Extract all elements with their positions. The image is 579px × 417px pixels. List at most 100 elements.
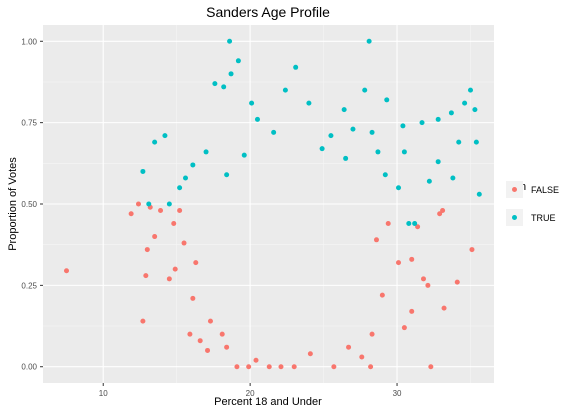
legend-key-false bbox=[512, 187, 517, 192]
point-true bbox=[472, 107, 478, 113]
point-false bbox=[379, 292, 385, 298]
point-true bbox=[400, 123, 406, 129]
point-true bbox=[182, 175, 188, 181]
point-false bbox=[331, 364, 337, 370]
point-true bbox=[190, 162, 196, 168]
point-false bbox=[193, 260, 199, 266]
point-true bbox=[166, 201, 172, 207]
legend-label-true: TRUE bbox=[531, 213, 556, 223]
point-false bbox=[219, 331, 225, 337]
chart-title: Sanders Age Profile bbox=[206, 4, 330, 20]
point-true bbox=[382, 172, 388, 178]
point-true bbox=[350, 126, 356, 132]
point-true bbox=[254, 116, 260, 122]
point-true bbox=[412, 221, 418, 227]
data-points bbox=[64, 38, 482, 370]
point-false bbox=[171, 221, 177, 227]
point-false bbox=[415, 224, 421, 230]
point-true bbox=[406, 221, 412, 227]
point-false bbox=[205, 347, 211, 353]
x-tick-label: 30 bbox=[393, 389, 402, 398]
point-true bbox=[419, 120, 425, 126]
point-true bbox=[235, 58, 241, 64]
point-true bbox=[146, 201, 152, 207]
point-false bbox=[373, 237, 379, 243]
point-true bbox=[249, 100, 255, 106]
point-true bbox=[162, 133, 168, 139]
point-true bbox=[306, 100, 312, 106]
point-true bbox=[241, 152, 247, 158]
point-true bbox=[224, 172, 230, 178]
point-false bbox=[128, 211, 134, 217]
point-true bbox=[450, 175, 456, 181]
y-tick-label: 1.00 bbox=[21, 37, 37, 46]
point-true bbox=[271, 129, 277, 135]
point-false bbox=[135, 201, 141, 207]
y-tick-label: 0.00 bbox=[21, 363, 37, 372]
point-false bbox=[368, 364, 374, 370]
point-false bbox=[409, 308, 415, 314]
point-false bbox=[224, 344, 230, 350]
point-false bbox=[234, 364, 240, 370]
point-false bbox=[140, 318, 146, 324]
point-false bbox=[266, 364, 272, 370]
point-false bbox=[172, 266, 178, 272]
point-true bbox=[401, 149, 407, 155]
point-false bbox=[469, 247, 475, 253]
point-true bbox=[362, 87, 368, 93]
point-false bbox=[440, 208, 446, 214]
point-true bbox=[293, 64, 299, 70]
point-false bbox=[346, 344, 352, 350]
legend: won FALSE TRUE bbox=[505, 181, 559, 226]
point-false bbox=[425, 282, 431, 288]
y-axis: 0.00 0.25 0.50 0.75 1.00 bbox=[21, 37, 43, 372]
plot-panel bbox=[43, 25, 494, 383]
point-false bbox=[190, 295, 196, 301]
point-true bbox=[227, 38, 233, 44]
y-axis-label: Proportion of Votes bbox=[7, 157, 19, 251]
point-true bbox=[476, 191, 482, 197]
y-tick-label: 0.50 bbox=[21, 200, 37, 209]
point-true bbox=[473, 139, 479, 145]
point-false bbox=[181, 240, 187, 246]
legend-label-false: FALSE bbox=[531, 185, 559, 195]
point-false bbox=[401, 325, 407, 331]
point-false bbox=[177, 208, 183, 214]
point-false bbox=[454, 279, 460, 285]
x-axis: 10 20 30 bbox=[99, 383, 402, 398]
point-true bbox=[221, 84, 227, 90]
point-true bbox=[426, 178, 432, 184]
point-false bbox=[246, 364, 252, 370]
point-false bbox=[143, 273, 149, 279]
point-true bbox=[435, 159, 441, 165]
point-true bbox=[369, 129, 375, 135]
point-false bbox=[441, 305, 447, 311]
point-false bbox=[253, 357, 259, 363]
point-false bbox=[144, 247, 150, 253]
x-tick-label: 20 bbox=[246, 389, 255, 398]
x-tick-label: 10 bbox=[99, 389, 108, 398]
point-true bbox=[448, 110, 454, 116]
point-false bbox=[187, 331, 193, 337]
point-true bbox=[328, 133, 334, 139]
point-true bbox=[456, 139, 462, 145]
point-false bbox=[385, 221, 391, 227]
point-false bbox=[428, 364, 434, 370]
point-false bbox=[278, 364, 284, 370]
point-false bbox=[291, 364, 297, 370]
point-false bbox=[64, 268, 70, 274]
point-true bbox=[462, 100, 468, 106]
point-true bbox=[467, 87, 473, 93]
point-false bbox=[437, 211, 443, 217]
point-true bbox=[384, 97, 390, 103]
point-false bbox=[359, 354, 365, 360]
point-true bbox=[375, 149, 381, 155]
point-true bbox=[341, 107, 347, 113]
point-true bbox=[140, 168, 146, 174]
point-true bbox=[212, 81, 218, 87]
legend-key-true bbox=[512, 215, 517, 220]
point-true bbox=[228, 71, 234, 77]
y-tick-label: 0.75 bbox=[21, 119, 37, 128]
